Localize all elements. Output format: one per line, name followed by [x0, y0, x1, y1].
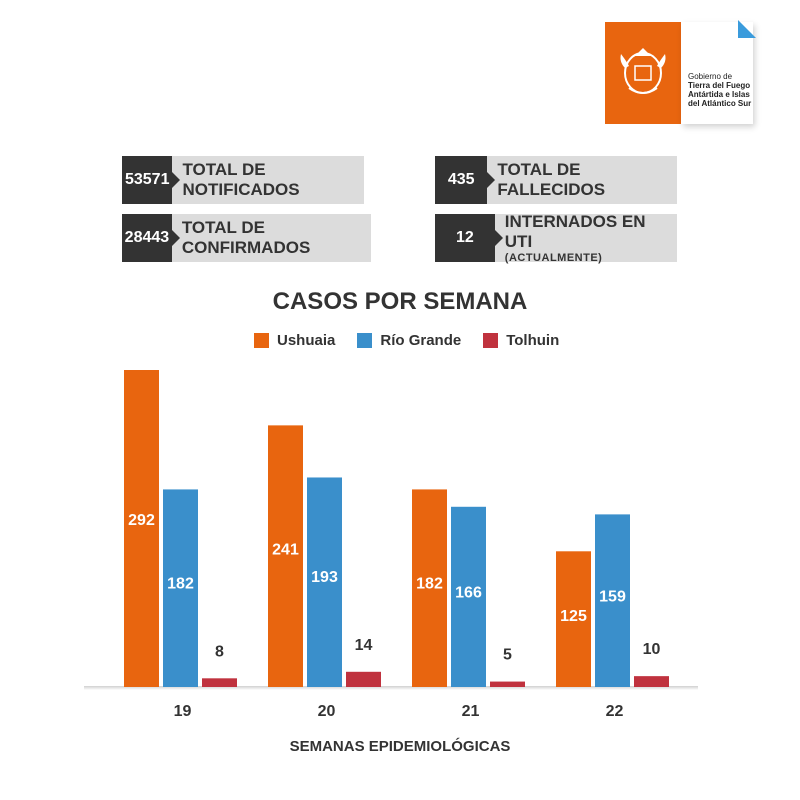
logo-line: Tierra del Fuego: [688, 81, 751, 90]
government-logo: Gobierno de Tierra del Fuego Antártida e…: [605, 22, 753, 124]
chart-title: CASOS POR SEMANA: [272, 288, 528, 315]
stat-label-text: TOTAL DE CONFIRMADOS: [181, 218, 311, 257]
bar-ushuaia-21: [412, 489, 447, 687]
bar-tolhuin-22: [634, 676, 669, 687]
legend-swatch: [254, 333, 269, 348]
legend-item-rio-grande: Río Grande: [357, 332, 461, 349]
legend-label: Tolhuin: [506, 332, 560, 349]
bar-ushuaia-22: [556, 551, 591, 687]
legend-label: Ushuaia: [277, 332, 336, 349]
legend-swatch: [483, 333, 499, 348]
stat-label: INTERNADOS EN UTI (ACTUALMENTE): [495, 212, 677, 264]
data-label: 166: [455, 584, 482, 601]
stat-label: TOTAL DE FALLECIDOS: [487, 156, 677, 204]
logo-text: Gobierno de Tierra del Fuego Antártida e…: [688, 72, 756, 108]
data-label: 8: [215, 643, 224, 660]
stat-value: 12: [435, 214, 503, 262]
data-label: 182: [167, 575, 194, 592]
data-label: 292: [128, 512, 155, 529]
stat-label-text: TOTAL DE NOTIFICADOS: [182, 160, 300, 199]
bar-tolhuin-21: [490, 681, 525, 687]
x-tick-label: 21: [462, 703, 480, 720]
stat-label-text: INTERNADOS EN UTI: [504, 212, 646, 251]
x-tick-label: 20: [318, 703, 336, 720]
logo-line: Antártida e Islas: [688, 90, 750, 99]
bar-rio-grande-22: [595, 514, 630, 687]
stat-value: 28443: [122, 214, 180, 262]
logo-line: del Atlántico Sur: [688, 99, 752, 108]
stat-internados: 12 INTERNADOS EN UTI (ACTUALMENTE): [435, 212, 677, 264]
stat-label-text: TOTAL DE FALLECIDOS: [497, 160, 606, 199]
legend-item-ushuaia: Ushuaia: [254, 332, 335, 349]
data-label: 14: [355, 637, 373, 654]
bar-tolhuin-20: [346, 671, 381, 687]
legend-label: Río Grande: [380, 332, 462, 349]
bar-ushuaia-19: [124, 370, 159, 687]
data-label: 241: [272, 541, 299, 558]
legend-item-tolhuin: Tolhuin: [483, 332, 559, 349]
corner-triangle-icon: [738, 20, 756, 38]
data-label: 182: [416, 575, 443, 592]
x-tick-label: 19: [174, 703, 192, 720]
data-label: 5: [503, 647, 512, 664]
stat-label: TOTAL DE NOTIFICADOS: [172, 156, 364, 204]
data-label: 159: [599, 589, 626, 606]
data-label: 125: [560, 608, 587, 625]
bar-rio-grande-19: [163, 489, 198, 687]
bar-rio-grande-20: [307, 477, 342, 687]
stat-sublabel: (ACTUALMENTE): [504, 252, 603, 264]
legend-swatch: [357, 333, 373, 348]
x-tick-label: 22: [606, 703, 624, 720]
logo-line: Gobierno de: [688, 72, 733, 81]
x-axis-baseline: [84, 686, 698, 690]
x-axis-title: SEMANAS EPIDEMIOLÓGICAS: [289, 738, 511, 755]
shield-icon: [620, 48, 666, 94]
stat-fallecidos: 435 TOTAL DE FALLECIDOS: [435, 156, 677, 204]
logo-emblem: [605, 22, 681, 124]
bar-rio-grande-21: [451, 506, 486, 687]
stat-value: 53571: [122, 156, 182, 204]
stat-value: 435: [435, 156, 496, 204]
stat-confirmados: 28443 TOTAL DE CONFIRMADOS: [122, 214, 371, 262]
logo-text-panel: [681, 22, 753, 124]
chart-legend: Ushuaia Río Grande Tolhuin: [254, 332, 559, 349]
bar-tolhuin-19: [202, 678, 237, 687]
data-label: 10: [643, 641, 661, 658]
bar-ushuaia-20: [268, 425, 303, 687]
stat-label: TOTAL DE CONFIRMADOS: [172, 214, 371, 262]
data-label: 193: [311, 569, 338, 586]
stat-notificados: 53571 TOTAL DE NOTIFICADOS: [122, 156, 364, 204]
